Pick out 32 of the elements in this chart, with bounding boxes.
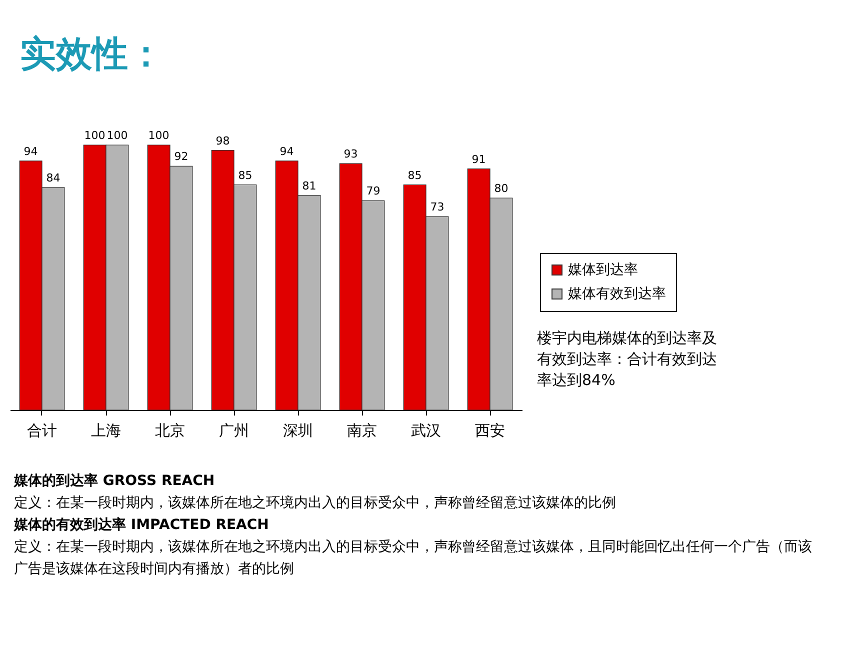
data-label: 93 (344, 148, 358, 161)
chart-title: 实效性： (20, 33, 164, 77)
legend-label: 媒体有效到达率 (568, 286, 666, 302)
data-label: 98 (216, 134, 230, 148)
x-tick-label: 合计 (27, 422, 57, 440)
text: 定义：在某一段时期内，该媒体所在地之环境内出入的目标受众中，声称曾经留意过该媒体，且同时能回忆出任何一个广告（而该广告是该媒体在这段时间内有播放）者的比例 (14, 538, 813, 579)
data-label: 79 (366, 184, 380, 198)
data-label: 91 (472, 152, 486, 166)
x-tick-label: 北京 (155, 422, 185, 440)
data-label: 100 (148, 129, 170, 142)
text: 楼宇内电梯媒体的到达率及有效到达率：合计有效到达率达到84% (537, 328, 717, 391)
legend-label: 媒体到达率 (568, 262, 638, 278)
x-tick-label: 上海 (91, 422, 121, 440)
data-label: 94 (24, 144, 38, 158)
data-label: 94 (280, 144, 294, 158)
x-tick-label: 广州 (219, 422, 249, 440)
x-tick-label: 西安 (475, 422, 505, 440)
text: 媒体的到达率 GROSS REACH (14, 472, 216, 491)
text: 定义：在某一段时期内，该媒体所在地之环境内出入的目标受众中，声称曾经留意过该媒体的比例 (14, 494, 617, 513)
data-label: 92 (174, 150, 188, 164)
data-label: 100 (84, 129, 106, 142)
x-tick-label: 南京 (347, 422, 377, 440)
data-label: 85 (408, 168, 422, 182)
data-label: 85 (238, 168, 252, 182)
x-tick-label: 深圳 (283, 422, 313, 440)
data-label: 81 (302, 179, 316, 192)
data-label: 73 (430, 200, 444, 214)
text: 媒体的有效到达率 IMPACTED REACH (14, 516, 270, 535)
data-label: 80 (494, 182, 508, 195)
x-tick-label: 武汉 (411, 422, 441, 440)
data-label: 84 (46, 171, 60, 184)
data-label: 100 (106, 129, 128, 142)
